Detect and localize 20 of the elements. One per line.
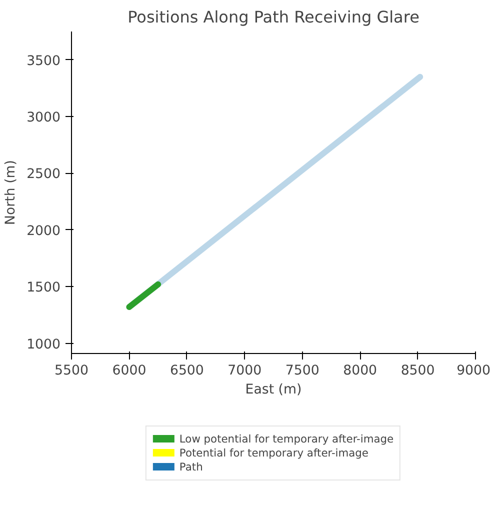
y-tick-label: 2000 xyxy=(26,224,61,239)
y-tick-label: 1500 xyxy=(26,280,61,296)
x-tick-label: 6500 xyxy=(170,364,204,378)
x-tick-label: 6000 xyxy=(112,364,146,378)
y-axis-title: North (m) xyxy=(4,160,19,225)
legend-label: Low potential for temporary after-image xyxy=(179,432,394,445)
x-tick-label: 8500 xyxy=(400,364,435,378)
x-tick-label: 9000 xyxy=(456,364,490,378)
y-tick-label: 3000 xyxy=(26,110,61,126)
x-axis-title: East (m) xyxy=(245,382,302,398)
legend-label: Path xyxy=(179,460,203,473)
chart-title: Positions Along Path Receiving Glare xyxy=(128,8,420,26)
x-tick-label: 7000 xyxy=(228,364,262,378)
legend-label: Potential for temporary after-image xyxy=(179,446,368,459)
y-tick-label: 3500 xyxy=(26,54,61,69)
x-tick-label: 8000 xyxy=(343,364,378,378)
x-tick-label: 5500 xyxy=(54,364,88,378)
y-tick-label: 1000 xyxy=(26,337,61,352)
x-tick-label: 7500 xyxy=(285,364,320,378)
y-tick-label: 2500 xyxy=(26,167,61,182)
